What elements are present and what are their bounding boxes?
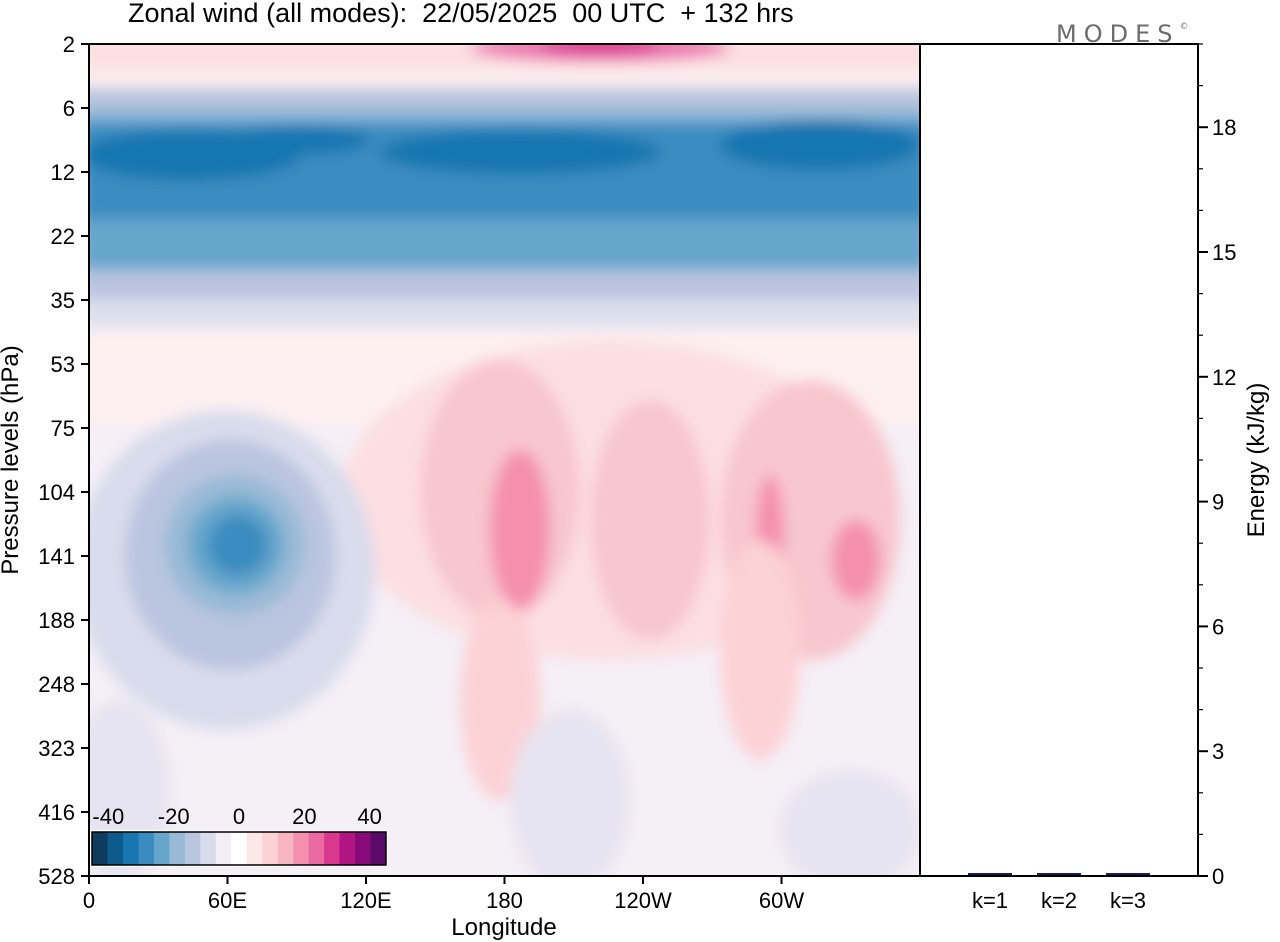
colorbar-swatch [169, 832, 186, 865]
field-pos-h [720, 540, 800, 760]
heatmap-y-tick-label: 141 [38, 544, 75, 569]
heatmap-y-tick-label: 323 [38, 736, 75, 761]
energy-x-tick-label: k=1 [972, 888, 1008, 913]
heatmap-y-tick-label: 6 [63, 96, 75, 121]
colorbar-swatch [246, 832, 263, 865]
energy-y-tick-label: 3 [1212, 739, 1224, 764]
heatmap-y-tick-label: 75 [51, 416, 75, 441]
colorbar-swatch [308, 832, 325, 865]
heatmap-x-axis: 0 60E 120E 180 120W 60W [83, 876, 804, 913]
field-top-max-core [540, 44, 660, 54]
field-neg-core-2 [380, 130, 660, 174]
heatmap-y-tick-label: 2 [63, 32, 75, 57]
energy-bars [968, 873, 1150, 875]
field-pos-b [590, 400, 710, 640]
colorbar-swatch [184, 832, 201, 865]
field-neg-core-4 [230, 126, 370, 154]
energy-y-tick-label: 12 [1212, 365, 1236, 390]
heatmap-field [89, 44, 920, 876]
field-neg-lower [89, 270, 920, 300]
colorbar-swatch [215, 832, 232, 865]
colorbar-swatch [107, 832, 124, 865]
energy-y-tick-label: 18 [1212, 115, 1236, 140]
colorbar-swatch [339, 832, 356, 865]
colorbar-swatch [370, 832, 387, 865]
colorbar-tick-label: 0 [233, 804, 245, 829]
energy-bar [968, 873, 1012, 875]
logo-mark: © [1179, 22, 1189, 32]
colorbar-swatch [92, 832, 108, 865]
energy-bar-chart: 0 3 6 9 12 15 18 k=1 k=2 k=3 Energy (kJ/kg) [919, 43, 1270, 913]
energy-y-tick-label: 0 [1212, 864, 1224, 889]
colorbar: -40 -20 0 20 40 [90, 804, 388, 867]
colorbar-swatch [153, 832, 170, 865]
colorbar-swatch [355, 832, 372, 865]
heatmap-x-tick-label: 60W [759, 888, 804, 913]
heatmap-x-tick-label: 60E [208, 888, 247, 913]
heatmap-y-tick-label: 22 [51, 224, 75, 249]
colorbar-tick-label: 40 [357, 804, 381, 829]
colorbar-swatch [200, 832, 217, 865]
field-pos-g [460, 600, 540, 800]
heatmap-x-axis-label: Longitude [451, 914, 556, 941]
field-neg-core-3 [720, 120, 920, 170]
colorbar-swatch [138, 832, 155, 865]
energy-x-tick-label: k=2 [1041, 888, 1077, 913]
colorbar-tick-label: -40 [92, 804, 124, 829]
heatmap-x-tick-label: 120E [340, 888, 391, 913]
heatmap-y-tick-label: 12 [51, 160, 75, 185]
heatmap-x-tick-label: 0 [83, 888, 95, 913]
energy-y-tick-label: 6 [1212, 614, 1224, 639]
field-top-light [89, 70, 920, 88]
colorbar-swatch [122, 832, 139, 865]
energy-y-tick-label: 15 [1212, 240, 1236, 265]
field-trop-neg-4 [208, 515, 268, 575]
heatmap-y-tick-label: 35 [51, 288, 75, 313]
field-pos-f [832, 520, 880, 600]
energy-plot-frame [919, 43, 1199, 877]
chart-title: Zonal wind (all modes): 22/05/2025 00 UT… [128, 0, 794, 28]
heatmap-y-axis: 2 6 12 22 35 53 75 104 141 188 248 323 416 528 [38, 32, 89, 889]
heatmap-x-tick-label: 180 [486, 888, 523, 913]
field-neg-edge [89, 88, 920, 110]
colorbar-tick-label: 20 [292, 804, 316, 829]
heatmap-y-tick-label: 528 [38, 864, 75, 889]
colorbar-swatch [277, 832, 294, 865]
energy-x-tick-label: k=3 [1110, 888, 1146, 913]
colorbar-swatch [262, 832, 279, 865]
heatmap-x-tick-label: 120W [614, 888, 672, 913]
heatmap-y-tick-label: 416 [38, 800, 75, 825]
energy-bar [1106, 873, 1150, 875]
heatmap-y-tick-label: 188 [38, 608, 75, 633]
heatmap-y-tick-label: 104 [38, 480, 75, 505]
energy-y-axis: 0 3 6 9 12 15 18 [1198, 43, 1236, 889]
field-neg-fade [89, 300, 920, 328]
heatmap-y-tick-label: 248 [38, 672, 75, 697]
heatmap-plot: 2 6 12 22 35 53 75 104 141 188 248 323 416 528 0 60E 12… [0, 32, 921, 941]
field-sfc-neg-3 [780, 770, 920, 876]
colorbar-tick-label: -20 [158, 804, 190, 829]
energy-y-axis-label: Energy (kJ/kg) [1243, 383, 1270, 538]
colorbar-frame [91, 831, 387, 866]
field-pos-d [490, 450, 550, 610]
heatmap-y-tick-label: 53 [51, 352, 75, 377]
heatmap-y-axis-label: Pressure levels (hPa) [0, 345, 24, 574]
colorbar-swatch [293, 832, 310, 865]
colorbar-swatch [324, 832, 341, 865]
energy-bar [1037, 873, 1081, 875]
field-sfc-neg-2 [510, 710, 630, 876]
energy-y-tick-label: 9 [1212, 490, 1224, 515]
colorbar-swatch [231, 832, 248, 865]
energy-x-axis: k=1 k=2 k=3 [972, 888, 1146, 913]
